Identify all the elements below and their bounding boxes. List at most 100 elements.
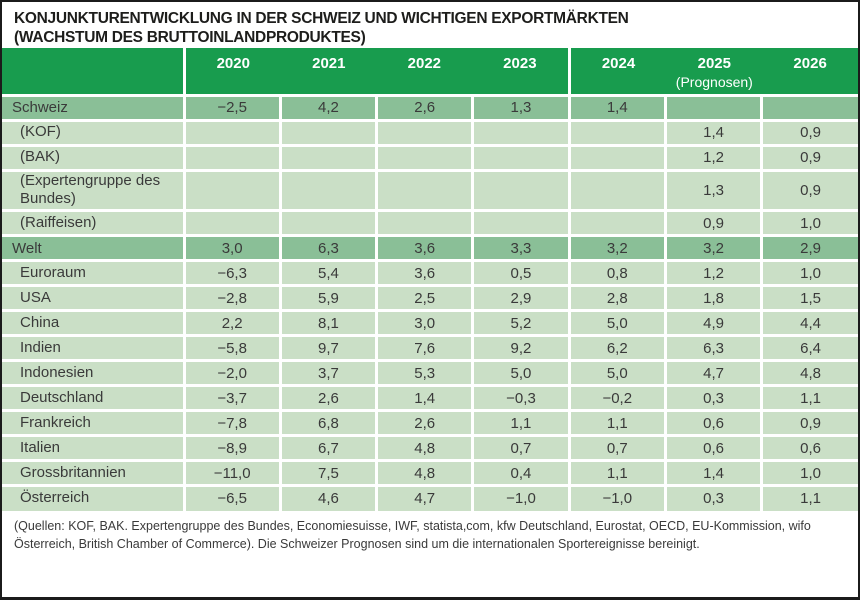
cell-value: 1,4 [665,460,764,487]
table-row: Deutschland −3,7 2,6 1,4 −0,3 −0,2 0,3 1,1 [2,385,858,412]
cell-value [184,145,282,172]
table-row: (KOF) 1,4 0,9 [2,120,858,147]
row-label: Deutschland [2,385,186,412]
column-header-2025-year: 2025 [697,55,731,72]
cell-value [472,210,571,237]
cell-value: 6,4 [761,335,858,362]
cell-value: 0,6 [761,435,858,462]
cell-value [472,120,571,147]
row-label: (Raiffeisen) [2,210,186,237]
source-note: (Quellen: KOF, BAK. Expertengruppe des B… [14,518,811,552]
cell-value: 0,6 [665,410,764,437]
cell-value: 0,9 [665,210,764,237]
cell-value: 6,7 [280,435,379,462]
table-row: Österreich −6,5 4,6 4,7 −1,0 −1,0 0,3 1,1 [2,485,858,511]
table-row: Indien −5,8 9,7 7,6 9,2 6,2 6,3 6,4 [2,335,858,362]
header-corner-cell [2,48,186,97]
cell-value: −1,0 [472,485,571,511]
cell-value: 8,1 [280,310,379,337]
cell-value [569,170,667,212]
table-row: Schweiz −2,5 4,2 2,6 1,3 1,4 [2,95,858,122]
cell-value: 5,9 [280,285,379,312]
cell-value: 1,1 [569,460,667,487]
table-row: Welt 3,0 6,3 3,6 3,3 3,2 3,2 2,9 [2,235,858,262]
cell-value: 0,5 [472,260,571,287]
row-label: Italien [2,435,186,462]
cell-value: −2,8 [184,285,282,312]
cell-value: −5,8 [184,335,282,362]
table-row: Euroraum −6,3 5,4 3,6 0,5 0,8 1,2 1,0 [2,260,858,287]
cell-value: 1,0 [761,210,858,237]
cell-value: 4,2 [280,95,379,122]
cell-value: 1,5 [761,285,858,312]
cell-value: 0,9 [761,145,858,172]
cell-value: 0,9 [761,120,858,147]
table-row: Frankreich −7,8 6,8 2,6 1,1 1,1 0,6 0,9 [2,410,858,437]
cell-value [376,210,475,237]
cell-value: 6,3 [665,335,764,362]
cell-value [280,120,379,147]
row-label: Euroraum [2,260,186,287]
table-row: (Expertengruppe des Bundes) 1,3 0,9 [2,170,858,212]
cell-value: 1,1 [569,410,667,437]
column-header-2024: 2024 [601,55,636,72]
cell-value: −7,8 [184,410,282,437]
cell-value: 5,0 [569,310,667,337]
cell-value: 0,7 [472,435,571,462]
cell-value: 2,8 [569,285,667,312]
cell-value: −11,0 [184,460,282,487]
cell-value: −8,9 [184,435,282,462]
cell-value [376,120,475,147]
cell-value: −6,5 [184,485,282,511]
cell-value [280,210,379,237]
row-label: Schweiz [2,95,186,122]
title-line-2: (WACHSTUM DES BRUTTOINLANDPRODUKTES) [14,28,366,46]
cell-value [569,210,667,237]
cell-value [472,145,571,172]
cell-value: 2,5 [376,285,475,312]
cell-value: 1,3 [472,95,571,122]
cell-value: 5,3 [376,360,475,387]
row-label: Indonesien [2,360,186,387]
cell-value: 5,4 [280,260,379,287]
cell-value: 4,8 [376,435,475,462]
table-row: Indonesien −2,0 3,7 5,3 5,0 5,0 4,7 4,8 [2,360,858,387]
table-header: 2020 2021 2022 2023 2024 2025 (Prognosen)… [2,48,858,97]
cell-value [280,145,379,172]
cell-value: 6,2 [569,335,667,362]
header-group-2020-2023: 2020 2021 2022 2023 [184,48,571,97]
cell-value: 3,7 [280,360,379,387]
cell-value: 0,3 [665,485,764,511]
row-label: Grossbritannien [2,460,186,487]
cell-value [761,95,858,122]
column-header-2022: 2022 [407,55,442,72]
cell-value: 3,6 [376,260,475,287]
cell-value [569,120,667,147]
cell-value: 5,2 [472,310,571,337]
row-label: Frankreich [2,410,186,437]
cell-value: 7,5 [280,460,379,487]
table-row: China 2,2 8,1 3,0 5,2 5,0 4,9 4,4 [2,310,858,337]
cell-value: 2,2 [184,310,282,337]
cell-value: 4,7 [376,485,475,511]
cell-value [376,145,475,172]
cell-value: 4,6 [280,485,379,511]
cell-value [184,210,282,237]
cell-value: 1,8 [665,285,764,312]
cell-value: 2,6 [280,385,379,412]
cell-value: 1,2 [665,145,764,172]
cell-value: 3,2 [569,235,667,262]
cell-value: 4,8 [761,360,858,387]
cell-value: 0,6 [665,435,764,462]
gdp-growth-table: 2020 2021 2022 2023 2024 2025 (Prognosen)… [2,48,858,511]
cell-value: 2,9 [472,285,571,312]
cell-value: 0,3 [665,385,764,412]
header-group-2024-2026: 2024 2025 (Prognosen) 2026 [569,48,858,97]
cell-value: 2,6 [376,410,475,437]
cell-value: 1,0 [761,260,858,287]
cell-value: 0,9 [761,170,858,212]
cell-value: 4,9 [665,310,764,337]
row-label: (Expertengruppe des Bundes) [2,170,186,212]
cell-value [280,170,379,212]
